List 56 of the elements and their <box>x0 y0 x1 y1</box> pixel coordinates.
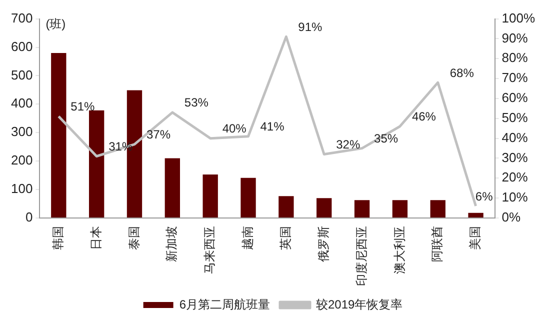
bar <box>354 200 370 218</box>
bar <box>392 200 408 218</box>
y-axis-title: (班) <box>46 17 66 32</box>
data-label: 35% <box>374 132 398 146</box>
y2-tick-label: 70% <box>502 70 528 86</box>
y-tick-label: 500 <box>10 67 33 82</box>
x-tick-label: 英国 <box>278 226 292 250</box>
y2-tick-label: 50% <box>502 110 528 125</box>
x-tick-label: 韩国 <box>50 226 65 250</box>
data-label: 46% <box>412 110 436 124</box>
y2-tick-label: 30% <box>502 150 528 165</box>
x-tick-label: 阿联酋 <box>430 226 444 262</box>
data-label: 40% <box>222 122 247 136</box>
y2-tick-label: 40% <box>502 130 528 145</box>
y-tick-label: 600 <box>10 38 33 54</box>
x-tick-label: 美国 <box>468 226 482 250</box>
y2-tick-label: 20% <box>502 170 528 185</box>
data-label: 32% <box>336 138 360 152</box>
bar <box>88 110 104 218</box>
bar <box>51 52 66 218</box>
y2-tick-label: 0% <box>502 210 521 225</box>
y-tick-label: 100 <box>10 181 33 196</box>
x-tick-label: 越南 <box>240 226 255 250</box>
y-tick-label: 400 <box>10 96 33 111</box>
x-tick-label: 印度尼西亚 <box>354 226 368 286</box>
bar <box>430 200 446 218</box>
y-tick-label: 200 <box>10 152 33 168</box>
bar <box>468 212 484 218</box>
y-tick-label: 700 <box>10 10 33 26</box>
bar <box>164 158 180 218</box>
y-tick-label: 0 <box>25 210 33 225</box>
legend-label: 较2019年恢复率 <box>316 297 403 312</box>
x-tick-label: 马来西亚 <box>202 226 217 274</box>
y2-tick-label: 10% <box>502 190 528 205</box>
y-tick-label: 300 <box>10 124 33 140</box>
data-label: 53% <box>184 96 209 110</box>
bar <box>240 178 256 218</box>
data-label: 91% <box>298 20 323 34</box>
data-label: 41% <box>260 120 285 134</box>
data-label: 68% <box>450 66 474 80</box>
y2-tick-label: 80% <box>502 50 528 66</box>
y2-tick-label: 60% <box>502 90 528 106</box>
x-tick-label: 澳大利亚 <box>392 226 406 274</box>
data-label: 6% <box>475 189 494 204</box>
data-label: 51% <box>70 100 95 114</box>
x-tick-label: 日本 <box>88 226 103 250</box>
x-tick-label: 泰国 <box>126 226 141 250</box>
data-label: 37% <box>146 128 171 142</box>
x-tick-label: 新加坡 <box>164 226 179 262</box>
legend-label: 6月第二周航班量 <box>179 297 270 312</box>
bar <box>202 174 218 218</box>
y2-tick-label: 100% <box>502 10 536 26</box>
y2-tick-label: 90% <box>502 30 528 46</box>
bar <box>316 198 332 218</box>
x-tick-label: 俄罗斯 <box>316 226 330 262</box>
bar <box>278 196 294 218</box>
